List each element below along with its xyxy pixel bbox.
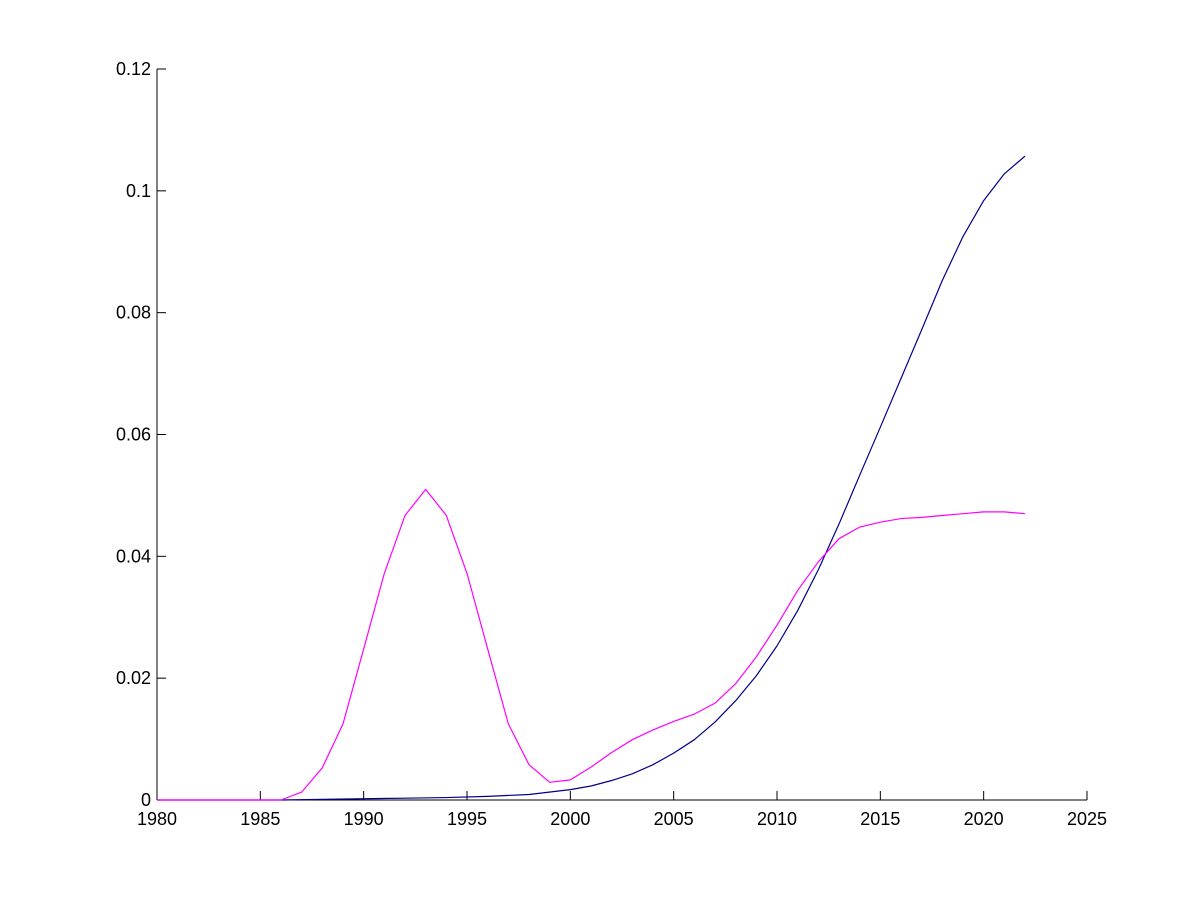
y-tick-label: 0.08 [116, 303, 151, 323]
y-tick-label: 0.1 [126, 181, 151, 201]
x-tick-label: 2005 [654, 809, 694, 829]
x-tick-label: 1985 [240, 809, 280, 829]
y-tick-label: 0.04 [116, 546, 151, 566]
x-tick-label: 2020 [964, 809, 1004, 829]
y-tick-label: 0.06 [116, 425, 151, 445]
x-tick-label: 2010 [757, 809, 797, 829]
y-tick-label: 0 [141, 790, 151, 810]
x-tick-label: 2000 [550, 809, 590, 829]
x-tick-label: 1990 [344, 809, 384, 829]
y-tick-label: 0.12 [116, 59, 151, 79]
x-tick-label: 2025 [1067, 809, 1107, 829]
y-tick-label: 0.02 [116, 668, 151, 688]
series-line-2 [157, 488, 1026, 801]
x-tick-label: 2015 [860, 809, 900, 829]
axes: 1980 1985 1990 1995 2000 2005 2010 2015 2020 2025… [116, 59, 1107, 829]
x-tick-label: 1995 [447, 809, 487, 829]
x-tick-label: 1980 [137, 809, 177, 829]
plot-lines [157, 155, 1026, 801]
series-line-1 [157, 155, 1026, 801]
